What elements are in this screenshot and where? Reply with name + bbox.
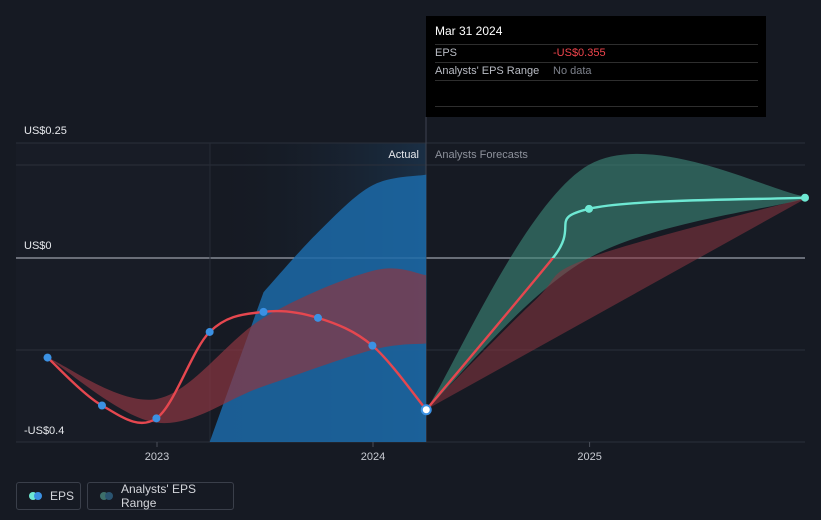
eps-point bbox=[313, 313, 322, 322]
eps-forecast-point bbox=[801, 193, 809, 202]
tooltip-divider bbox=[435, 81, 758, 107]
y-tick-label: -US$0.4 bbox=[24, 425, 64, 437]
tooltip-range-row: Analysts' EPS Range No data bbox=[435, 62, 758, 81]
x-tick-label: 2025 bbox=[577, 451, 601, 463]
eps-point bbox=[259, 307, 268, 316]
legend-range-label: Analysts' EPS Range bbox=[121, 482, 196, 510]
eps-point bbox=[97, 401, 106, 410]
eps-point bbox=[43, 353, 52, 362]
eps-legend-icon bbox=[29, 492, 42, 500]
tooltip-range-label: Analysts' EPS Range bbox=[435, 65, 540, 77]
x-tick-label: 2024 bbox=[361, 451, 385, 463]
eps-point bbox=[368, 341, 377, 350]
historical-eps-band bbox=[47, 268, 427, 424]
tooltip: Mar 31 2024 EPS -US$0.355 Analysts' EPS … bbox=[426, 16, 766, 117]
tooltip-eps-label: EPS bbox=[435, 47, 458, 59]
forecast-lower-band bbox=[426, 198, 805, 410]
legend-eps-label: EPS bbox=[50, 489, 75, 503]
x-tick-label: 2023 bbox=[145, 451, 169, 463]
eps-forecast-line-positive bbox=[551, 196, 806, 258]
eps-range-legend-icon bbox=[100, 492, 113, 500]
forecast-range-band bbox=[426, 153, 805, 410]
eps-point bbox=[152, 414, 161, 423]
tooltip-eps-value: -US$0.355 bbox=[553, 47, 606, 59]
tooltip-date: Mar 31 2024 bbox=[435, 24, 503, 38]
tooltip-range-value: No data bbox=[553, 65, 592, 77]
y-tick-label: US$0 bbox=[24, 240, 52, 252]
forecast-region-label: Analysts Forecasts bbox=[435, 149, 528, 161]
eps-point-highlight bbox=[420, 404, 432, 416]
eps-forecast-line-negative bbox=[425, 258, 555, 411]
legend-eps-range[interactable]: Analysts' EPS Range bbox=[87, 482, 234, 510]
y-tick-label: US$0.25 bbox=[24, 125, 67, 137]
eps-point bbox=[205, 327, 214, 336]
legend-eps[interactable]: EPS bbox=[16, 482, 81, 510]
tooltip-eps-row: EPS -US$0.355 bbox=[435, 44, 758, 62]
eps-forecast-point bbox=[585, 204, 593, 213]
actual-region-label: Actual bbox=[388, 149, 419, 161]
